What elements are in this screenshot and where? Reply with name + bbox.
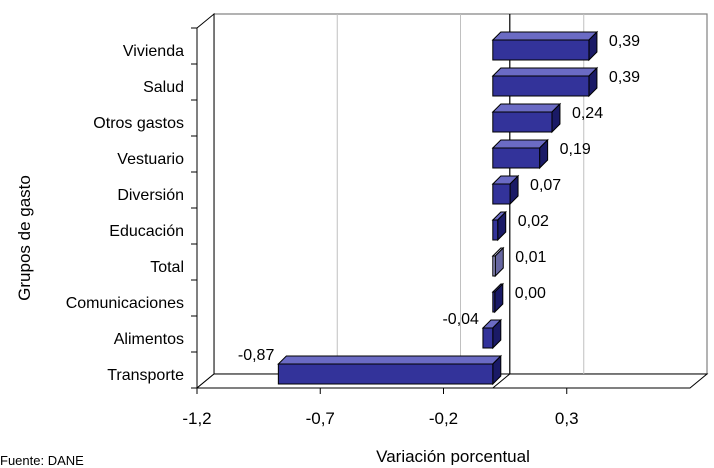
category-label: Otros gastos — [93, 115, 184, 132]
category-label: Total — [150, 259, 184, 276]
category-label: Vestuario — [117, 151, 184, 168]
zero-line-floor — [492, 373, 511, 389]
bar-front — [492, 183, 511, 205]
data-label: 0,39 — [609, 33, 640, 50]
category-label: Alimentos — [114, 331, 184, 348]
bar-vivienda — [491, 30, 599, 62]
data-label: -0,87 — [238, 347, 275, 364]
bar-total — [491, 246, 505, 278]
bar-top — [491, 31, 599, 41]
data-label: 0,24 — [572, 105, 603, 122]
x-tick-label: -1,2 — [182, 409, 211, 428]
bar-diversión — [491, 174, 520, 206]
bar-top — [491, 139, 549, 149]
bar-front — [492, 291, 496, 313]
category-label: Comunicaciones — [66, 295, 184, 312]
data-labels: 0,39 0,39 0,24 0,19 0,07 0,02 0,01 0,00 -0,04 -0,… — [238, 33, 640, 364]
category-labels: Vivienda Salud Otros gastos Vestuario Divers… — [66, 43, 184, 384]
bar-front — [492, 39, 590, 61]
x-axis-ticks: -1,2 -0,7 -0,2 0,3 — [182, 388, 579, 428]
bar-salud — [491, 66, 599, 98]
y-axis-title: Grupos de gasto — [15, 175, 34, 301]
bar-front — [492, 147, 541, 169]
bar-vestuario — [491, 138, 549, 170]
x-tick-label: 0,3 — [555, 409, 579, 428]
category-label: Salud — [143, 79, 184, 96]
bar-comunicaciones — [491, 282, 505, 314]
side-wall — [196, 12, 215, 390]
bar-top — [277, 355, 503, 365]
bar-front — [492, 219, 499, 241]
bar-top — [491, 103, 562, 113]
category-label: Vivienda — [123, 43, 184, 60]
bar-front — [482, 327, 494, 349]
category-label: Diversión — [117, 187, 184, 204]
bar-front — [492, 111, 553, 133]
plot-area — [191, 12, 709, 390]
data-label: 0,07 — [530, 177, 561, 194]
data-label: 0,00 — [515, 285, 546, 302]
bar-otros-gastos — [491, 102, 562, 134]
bars — [277, 30, 599, 386]
data-label: 0,01 — [515, 249, 546, 266]
category-label: Transporte — [107, 367, 184, 384]
bar-front — [492, 255, 496, 277]
x-axis-title: Variación porcentual — [376, 447, 530, 465]
data-label: 0,02 — [518, 213, 549, 230]
data-label: 0,19 — [560, 141, 591, 158]
bar-educación — [491, 210, 507, 242]
bar-alimentos — [481, 318, 503, 350]
category-label: Educación — [109, 223, 184, 240]
bar-transporte — [277, 354, 503, 386]
data-label: -0,04 — [442, 311, 479, 328]
x-tick-label: -0,7 — [306, 409, 335, 428]
x-tick-label: -0,2 — [429, 409, 458, 428]
bar-front — [492, 75, 590, 97]
source-note: Fuente: DANE — [0, 453, 84, 468]
data-label: 0,39 — [609, 69, 640, 86]
bar-top — [491, 67, 599, 77]
bar-front — [277, 363, 494, 385]
